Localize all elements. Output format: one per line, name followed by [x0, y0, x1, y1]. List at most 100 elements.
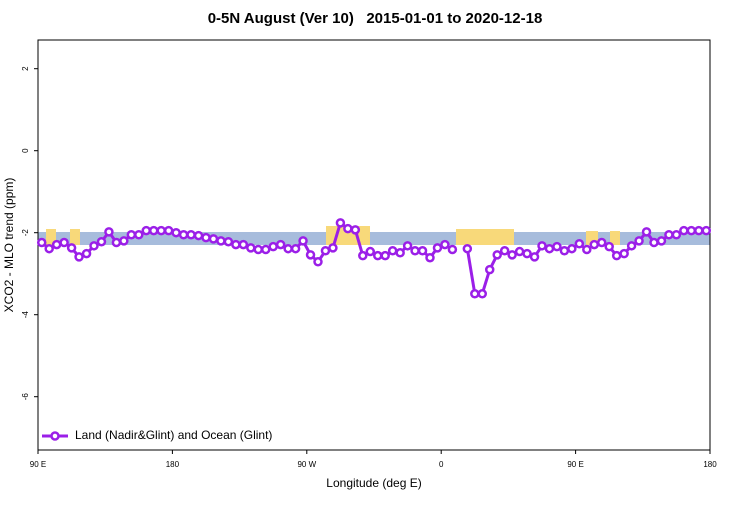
- data-point: [440, 239, 450, 250]
- data-point: [305, 250, 316, 260]
- y-axis-label: XCO2 - MLO trend (ppm): [2, 178, 16, 313]
- x-tick-label: 0: [439, 460, 444, 469]
- data-point: [246, 243, 256, 253]
- data-point: [36, 237, 47, 248]
- data-point: [283, 243, 293, 254]
- x-tick-label: 90 W: [297, 460, 316, 469]
- data-point: [268, 241, 278, 252]
- data-point: [432, 243, 443, 253]
- data-point: [574, 239, 585, 249]
- data-point: [402, 241, 413, 251]
- data-point: [216, 236, 226, 246]
- data-point: [350, 225, 361, 235]
- data-point: [290, 243, 301, 254]
- data-point: [544, 243, 555, 254]
- data-point: [447, 244, 458, 255]
- data-point: [223, 236, 234, 247]
- data-point: [686, 225, 697, 236]
- data-point: [641, 227, 652, 237]
- chart-title: 0-5N August (Ver 10) 2015-01-01 to 2020-…: [208, 10, 543, 27]
- data-point: [156, 225, 166, 236]
- y-tick-label: -6: [21, 393, 30, 401]
- data-point: [499, 245, 510, 256]
- data-point: [387, 245, 398, 256]
- data-point: [51, 239, 62, 250]
- data-point: [59, 237, 69, 248]
- data-point: [634, 236, 644, 246]
- data-point: [111, 237, 122, 248]
- data-point: [410, 245, 420, 256]
- y-tick-label: -4: [21, 311, 30, 319]
- x-axis-label: Longitude (deg E): [326, 476, 421, 490]
- x-tick-label: 90 E: [567, 460, 583, 469]
- data-point: [596, 237, 607, 248]
- data-point: [425, 252, 435, 263]
- data-point: [201, 232, 211, 243]
- data-point: [44, 243, 54, 254]
- data-point: [656, 236, 667, 246]
- data-point: [89, 241, 99, 251]
- data-point: [492, 250, 502, 260]
- data-point: [417, 245, 428, 256]
- data-point: [163, 225, 174, 236]
- data-point: [141, 225, 152, 236]
- data-point: [671, 230, 682, 240]
- data-point: [626, 241, 637, 251]
- data-point: [358, 250, 368, 261]
- data-point: [484, 264, 495, 275]
- x-tick-label: 90 E: [30, 460, 46, 469]
- plot-layer: -6 -4 -2 0 2 90 E 180 90 W 0 90 E 180 Land (Nadir&G…: [21, 66, 717, 469]
- data-point: [701, 225, 712, 236]
- data-point: [477, 289, 488, 299]
- data-point: [96, 236, 107, 247]
- data-point: [589, 239, 600, 250]
- data-point: [260, 244, 271, 255]
- data-point: [604, 241, 614, 252]
- y-tick-label: 2: [21, 66, 30, 71]
- data-point: [529, 252, 540, 262]
- data-point: [238, 239, 249, 250]
- data-point: [328, 243, 338, 253]
- data-point: [522, 248, 532, 259]
- data-point: [320, 245, 331, 256]
- data-point: [253, 244, 264, 255]
- data-point: [74, 252, 84, 262]
- data-point: [694, 225, 704, 236]
- data-point: [193, 230, 204, 241]
- data-point: [552, 241, 562, 252]
- data-point: [582, 244, 592, 255]
- data-point: [664, 230, 674, 240]
- legend-label: Land (Nadir&Glint) and Ocean (Glint): [75, 428, 272, 442]
- data-point: [81, 248, 92, 259]
- data-point: [126, 230, 137, 240]
- data-point: [171, 227, 181, 238]
- data-point: [313, 257, 323, 267]
- data-point: [559, 245, 570, 256]
- data-point: [567, 243, 577, 254]
- data-point: [134, 230, 144, 240]
- data-point: [178, 230, 189, 240]
- data-point: [66, 243, 77, 253]
- data-point: [119, 236, 129, 246]
- data-point: [470, 289, 480, 299]
- data-point: [611, 250, 622, 261]
- data-point: [365, 246, 376, 257]
- data-point: [507, 250, 517, 260]
- data-point: [104, 227, 114, 237]
- x-tick-label: 180: [703, 460, 717, 469]
- y-tick-label: -2: [21, 229, 30, 237]
- data-point: [343, 223, 353, 234]
- data-point: [514, 246, 525, 257]
- data-point: [335, 218, 346, 228]
- data-point: [275, 239, 286, 250]
- data-point: [231, 239, 241, 250]
- data-point: [679, 225, 689, 236]
- data-point: [619, 248, 629, 259]
- y-tick-label: 0: [21, 148, 30, 153]
- data-point: [395, 248, 405, 258]
- legend-marker: [50, 431, 60, 441]
- data-point: [298, 236, 308, 246]
- data-point: [372, 250, 383, 261]
- data-point: [649, 237, 659, 248]
